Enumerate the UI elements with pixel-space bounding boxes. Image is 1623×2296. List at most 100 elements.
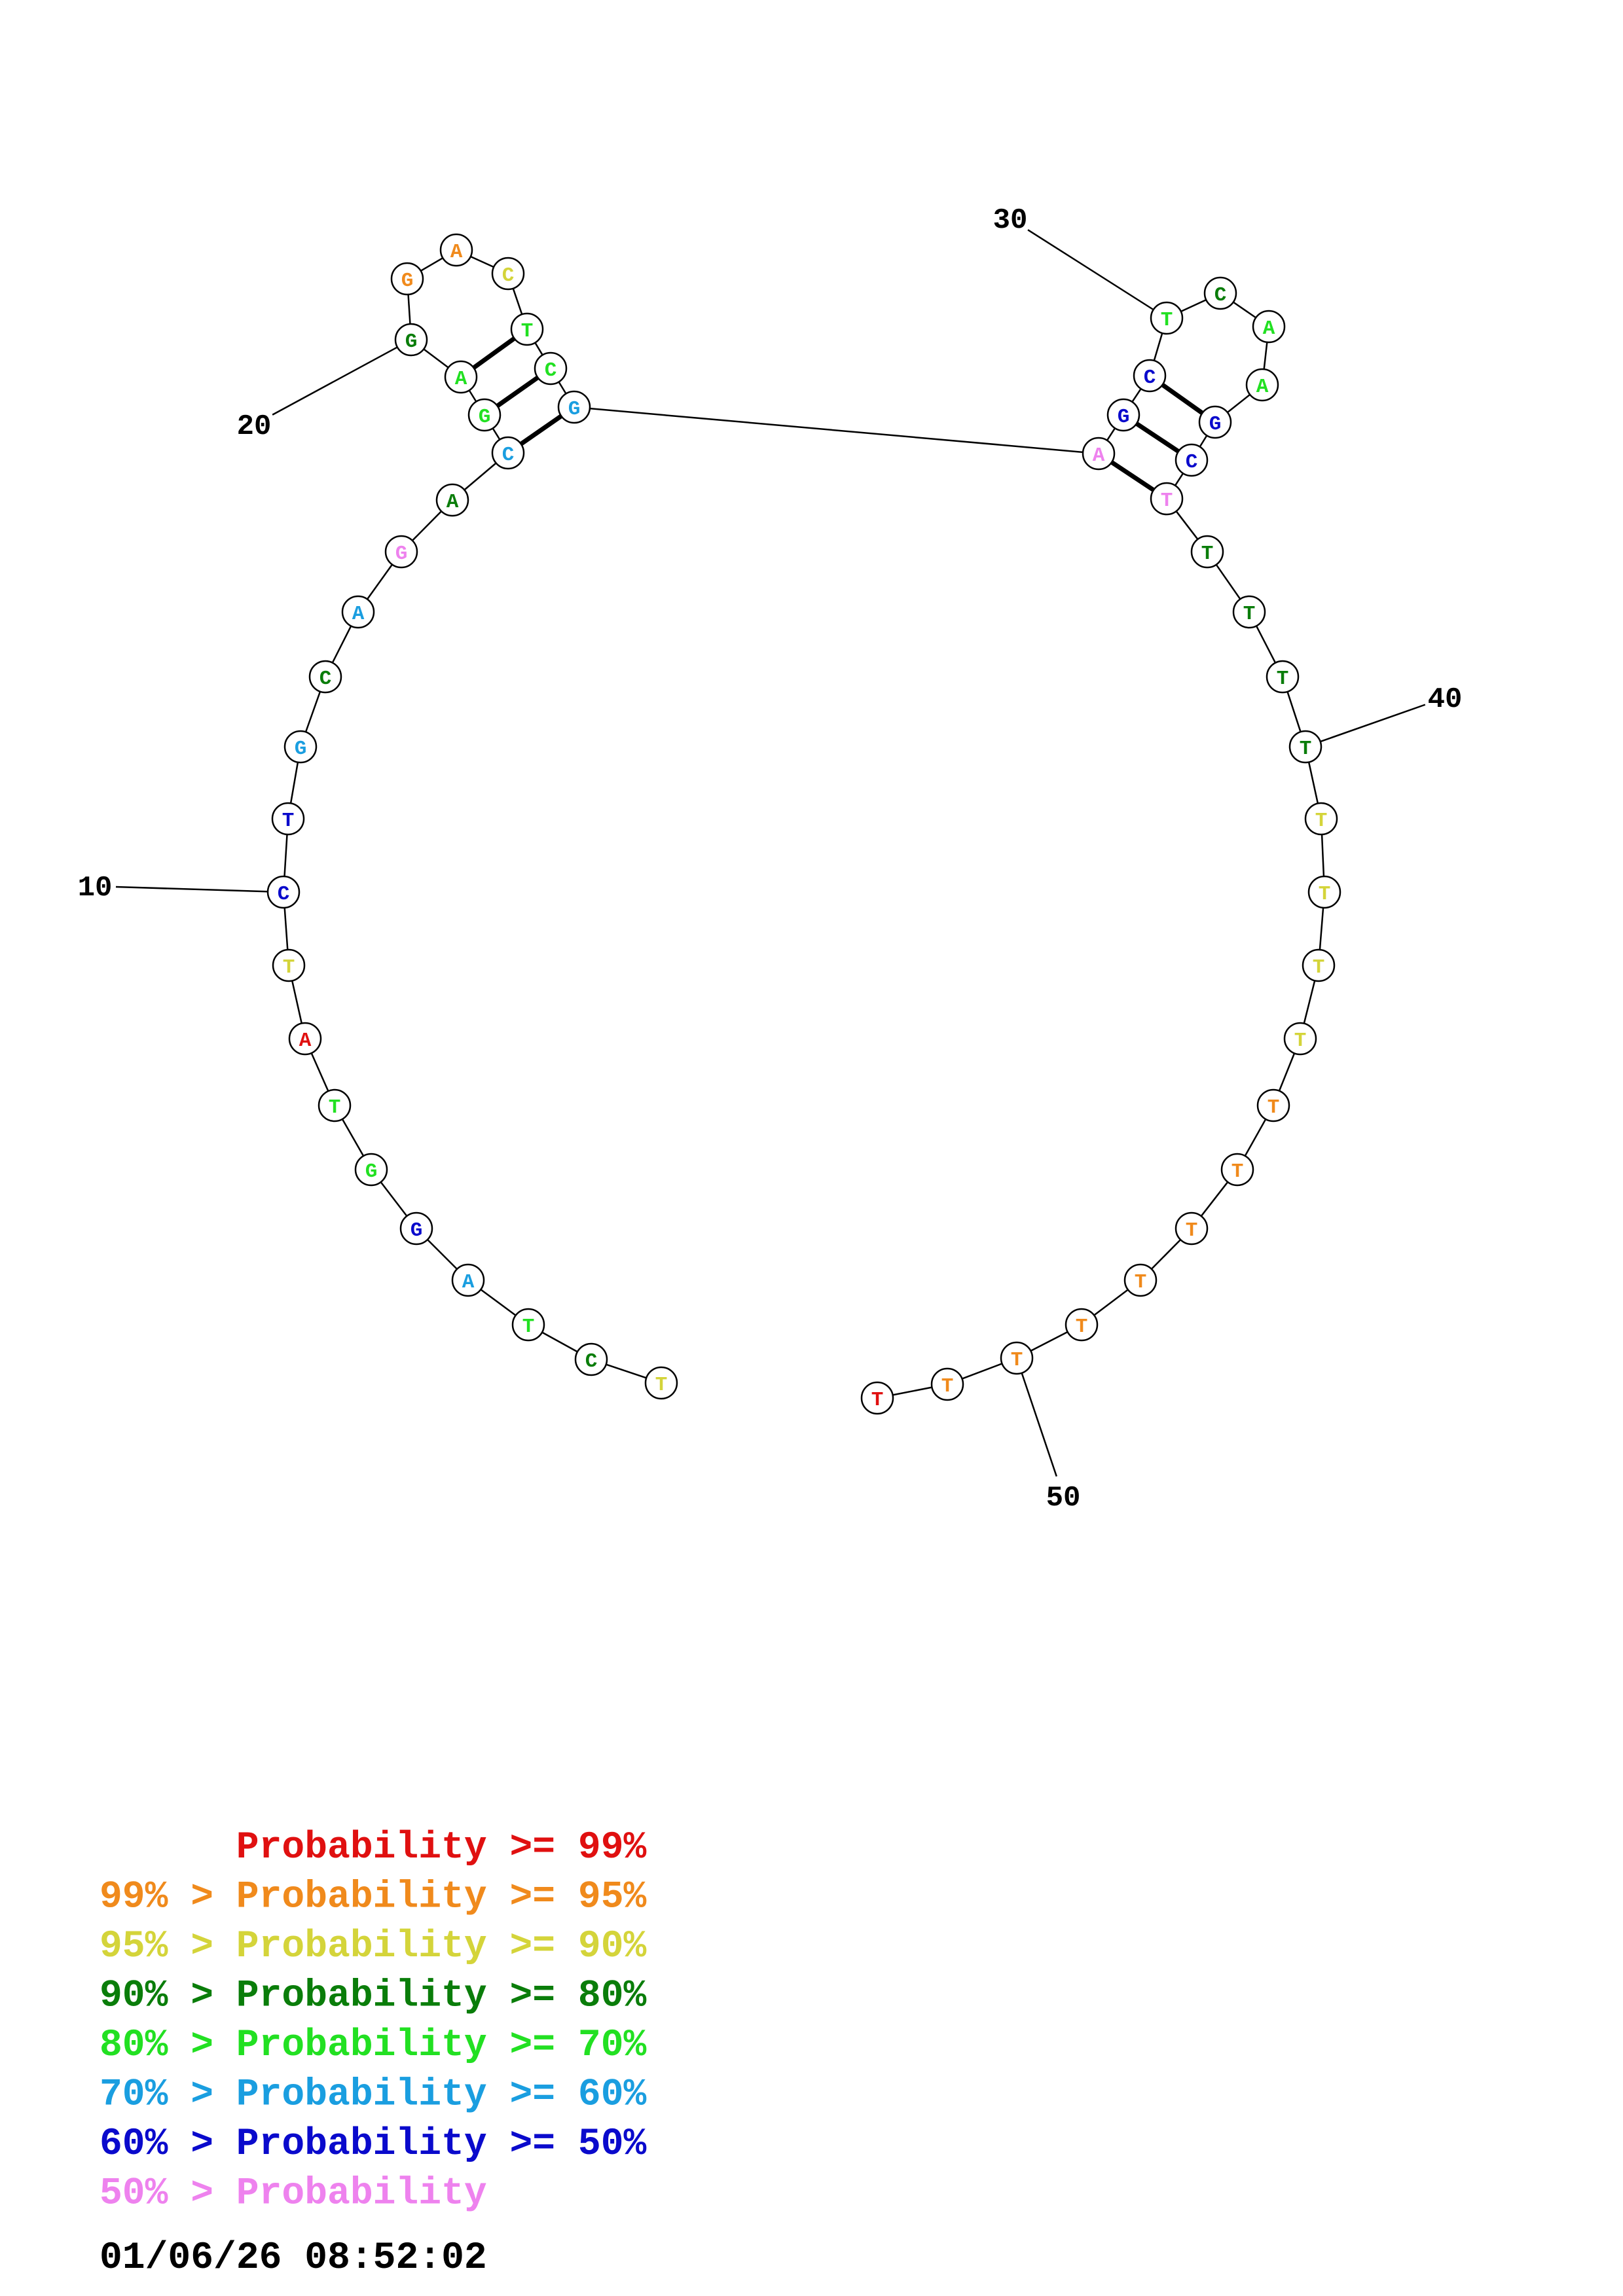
backbone-segment bbox=[962, 1363, 1002, 1380]
nucleotide: C bbox=[491, 436, 525, 470]
nucleotide-circle bbox=[1150, 301, 1184, 335]
nucleotide: C bbox=[534, 351, 568, 386]
nucleotide-circle bbox=[1302, 948, 1336, 982]
nucleotide-letter: G bbox=[401, 270, 414, 293]
legend-line: 60% > Probability >= 50% bbox=[100, 2123, 646, 2166]
nucleotide: G bbox=[394, 323, 428, 357]
nucleotide-circle bbox=[288, 1022, 322, 1056]
nucleotide-circle bbox=[1232, 595, 1266, 629]
nucleotide-letter: G bbox=[1209, 413, 1222, 436]
nucleotide: G bbox=[354, 1153, 388, 1187]
nucleotide-circle bbox=[439, 233, 473, 267]
nucleotide-circle bbox=[1245, 368, 1279, 402]
nucleotide-letter: C bbox=[545, 359, 557, 382]
nucleotide-circle bbox=[1123, 1263, 1158, 1297]
legend-label: Probability >= 80% bbox=[236, 1975, 647, 2018]
nucleotide-circle bbox=[399, 1211, 433, 1246]
backbone-segment bbox=[1199, 435, 1208, 448]
nucleotide-circle bbox=[1252, 310, 1286, 344]
nucleotide: T bbox=[1150, 482, 1184, 516]
nucleotide-letter: T bbox=[1315, 810, 1328, 833]
nucleotide-letter: C bbox=[1214, 284, 1227, 307]
backbone-segment bbox=[1233, 301, 1256, 319]
nucleotide-letter: T bbox=[522, 1316, 535, 1338]
nucleotide-circle bbox=[272, 948, 306, 982]
nucleotide-circle bbox=[557, 390, 591, 424]
nucleotide: T bbox=[271, 802, 305, 836]
position-label: 30 bbox=[993, 204, 1028, 237]
backbone-segment bbox=[304, 691, 321, 732]
nucleotide: A bbox=[451, 1263, 485, 1297]
nucleotide-circle bbox=[390, 262, 424, 296]
nucleotide-circle bbox=[1082, 437, 1116, 471]
backbone-segment bbox=[892, 1386, 932, 1396]
legend-prefix: 90% > bbox=[100, 1975, 236, 2018]
nucleotide-circle bbox=[266, 875, 301, 909]
nucleotide-letter: G bbox=[410, 1219, 423, 1242]
nucleotide: T bbox=[930, 1367, 964, 1401]
backbone-layer bbox=[283, 255, 1325, 1396]
nucleotide: T bbox=[1175, 1211, 1209, 1246]
legend-line: 80% > Probability >= 70% bbox=[100, 2024, 646, 2067]
nucleotide: A bbox=[444, 360, 478, 394]
backbone-segment bbox=[464, 462, 497, 491]
nucleotide-letter: T bbox=[1161, 309, 1173, 332]
nucleotide: T bbox=[511, 1308, 545, 1342]
backbone-segment bbox=[427, 1239, 458, 1270]
nucleotide: G bbox=[399, 1211, 433, 1246]
nucleotide-circle bbox=[318, 1088, 352, 1122]
nucleotide: G bbox=[283, 730, 318, 764]
nucleotide-layer: TCTAGGTATCTGCAGACGAGGACTCGAGCTCAAGCTTTTT… bbox=[266, 233, 1341, 1415]
backbone-segment bbox=[1307, 762, 1319, 804]
backbone-segment bbox=[1131, 388, 1142, 403]
nucleotide-circle bbox=[860, 1381, 894, 1415]
nucleotide-circle bbox=[1307, 875, 1341, 909]
nucleotide-letter: A bbox=[1263, 317, 1275, 340]
nucleotide-letter: T bbox=[1076, 1316, 1088, 1338]
nucleotide-letter: T bbox=[1300, 738, 1312, 761]
base-pair-bond bbox=[496, 375, 539, 408]
backbone-segment bbox=[331, 625, 352, 664]
nucleotide-letter: T bbox=[521, 320, 534, 343]
base-pair-bond bbox=[1135, 422, 1180, 454]
nucleotide-letter: A bbox=[1256, 376, 1269, 399]
legend-label: Probability >= 95% bbox=[236, 1876, 647, 1919]
backbone-segment bbox=[1200, 1181, 1229, 1217]
nucleotide-circle bbox=[1190, 535, 1224, 569]
backbone-segment bbox=[1106, 427, 1116, 441]
nucleotide-letter: T bbox=[1011, 1349, 1023, 1372]
nucleotide-letter: T bbox=[1186, 1219, 1198, 1242]
legend-line: Probability >= 99% bbox=[236, 1827, 647, 1869]
backbone-segment bbox=[1321, 834, 1325, 877]
backbone-segment bbox=[283, 834, 288, 877]
nucleotide: G bbox=[467, 398, 501, 432]
nucleotide: G bbox=[1106, 398, 1140, 432]
nucleotide-letter: C bbox=[319, 668, 332, 691]
backbone-segment bbox=[1278, 1052, 1296, 1092]
legend-label: Probability >= 99% bbox=[236, 1827, 647, 1869]
backbone-segment bbox=[606, 1363, 647, 1379]
backbone-segment bbox=[407, 294, 411, 325]
nucleotide-letter: T bbox=[1319, 883, 1331, 906]
legend-line: 95% > Probability >= 90% bbox=[100, 1926, 646, 1968]
nucleotide-letter: T bbox=[1294, 1030, 1307, 1052]
nucleotide-letter: T bbox=[283, 956, 295, 979]
backbone-segment bbox=[1215, 564, 1241, 600]
legend-label: Probability >= 90% bbox=[236, 1926, 647, 1968]
nucleotide-letter: G bbox=[365, 1160, 378, 1183]
nucleotide: A bbox=[435, 483, 469, 517]
nucleotide-circle bbox=[491, 436, 525, 470]
nucleotide: T bbox=[1065, 1308, 1099, 1342]
backbone-segment bbox=[310, 1052, 329, 1092]
nucleotide: T bbox=[1302, 948, 1336, 982]
nucleotide-circle bbox=[1000, 1341, 1034, 1375]
position-label: 10 bbox=[78, 872, 113, 905]
legend-line: 70% > Probability >= 60% bbox=[100, 2074, 646, 2117]
nucleotide-letter: G bbox=[395, 543, 408, 565]
nucleotide-letter: C bbox=[278, 883, 290, 906]
backbone-segment bbox=[1227, 393, 1250, 414]
backbone-segment bbox=[1303, 980, 1316, 1024]
base-pair-bond bbox=[1110, 460, 1155, 492]
nucleotide-circle bbox=[1203, 276, 1237, 310]
nucleotide-circle bbox=[341, 595, 375, 629]
